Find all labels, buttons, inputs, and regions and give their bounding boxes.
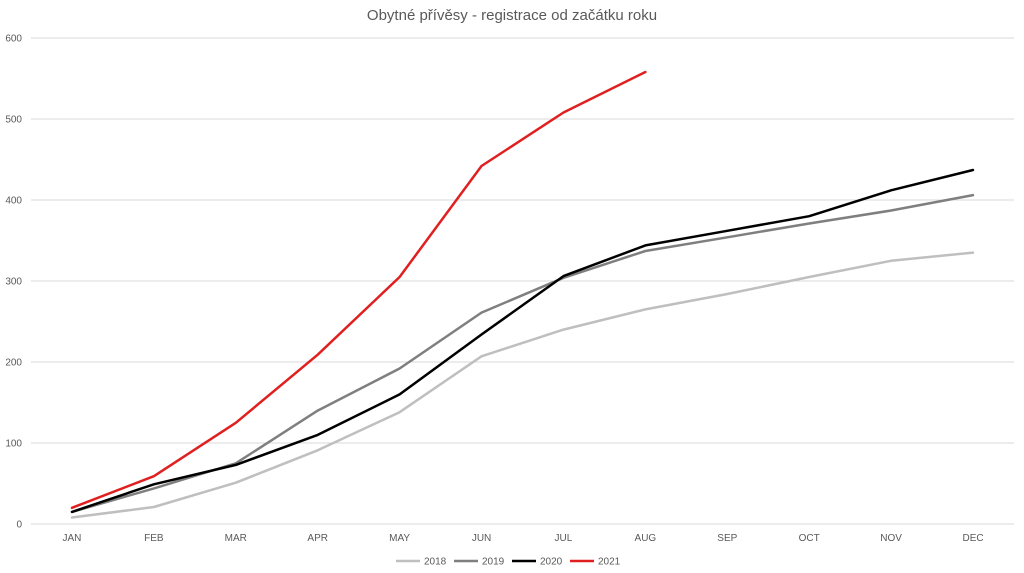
series-lines <box>70 70 975 519</box>
y-axis-ticks: 0 100 200 300 400 500 600 <box>5 34 22 531</box>
y-tick-label: 300 <box>5 277 22 288</box>
x-tick-label: JUN <box>472 533 491 544</box>
chart-title: Obytné přívěsy - registrace od začátku r… <box>367 7 657 24</box>
legend: 2018 2019 2020 2021 <box>396 557 621 568</box>
y-tick-label: 200 <box>5 358 22 369</box>
legend-label-2019: 2019 <box>482 557 505 568</box>
series-line-2018 <box>70 251 975 519</box>
x-tick-label: JAN <box>63 533 82 544</box>
y-tick-label: 400 <box>5 196 22 207</box>
x-tick-label: DEC <box>962 533 983 544</box>
legend-label-2020: 2020 <box>540 557 563 568</box>
x-tick-label: JUL <box>555 533 573 544</box>
y-tick-label: 100 <box>5 439 22 450</box>
x-tick-label: SEP <box>717 533 737 544</box>
x-tick-label: NOV <box>880 533 902 544</box>
x-tick-label: MAY <box>389 533 410 544</box>
x-axis-ticks: JAN FEB MAR APR MAY JUN JUL AUG SEP OCT NOV DEC <box>63 533 984 544</box>
series-line-2021 <box>70 70 647 510</box>
legend-label-2021: 2021 <box>598 557 621 568</box>
series-line-2019 <box>70 193 975 514</box>
legend-label-2018: 2018 <box>424 557 447 568</box>
series-line-2020 <box>70 168 975 514</box>
x-tick-label: AUG <box>635 533 657 544</box>
x-tick-label: OCT <box>799 533 820 544</box>
y-tick-label: 0 <box>16 520 22 531</box>
y-tick-label: 500 <box>5 115 22 126</box>
x-tick-label: MAR <box>225 533 247 544</box>
y-tick-label: 600 <box>5 34 22 45</box>
x-tick-label: APR <box>307 533 328 544</box>
gridlines <box>31 37 1014 525</box>
x-tick-label: FEB <box>144 533 164 544</box>
